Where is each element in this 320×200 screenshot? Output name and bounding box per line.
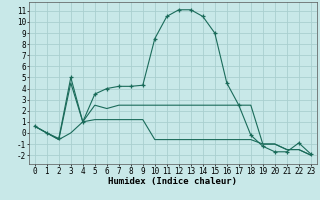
X-axis label: Humidex (Indice chaleur): Humidex (Indice chaleur) bbox=[108, 177, 237, 186]
